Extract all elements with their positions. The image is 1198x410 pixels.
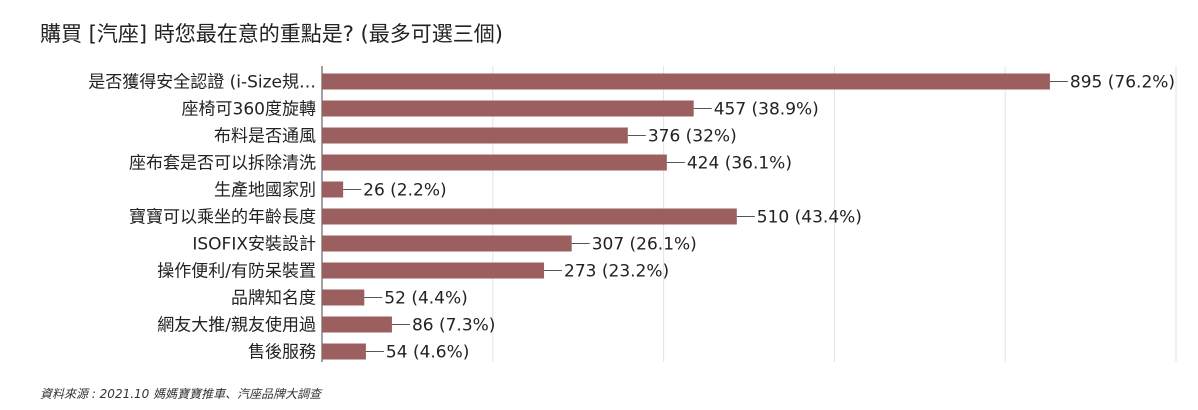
chart-title: 購買 [汽座] 時您最在意的重點是? (最多可選三個)	[40, 22, 503, 46]
category-label: 網友大推/親友使用過	[157, 315, 316, 336]
value-label: 376 (32%)	[648, 127, 737, 147]
value-label: 26 (2.2%)	[363, 181, 447, 201]
category-label: ISOFIX安裝設計	[192, 235, 316, 255]
bar	[322, 235, 572, 252]
category-label: 品牌知名度	[231, 289, 316, 309]
value-label: 307 (26.1%)	[592, 235, 697, 255]
bar	[322, 154, 667, 171]
bar-chart: 是否獲得安全認證 (i-Size規… 895 (76.2%) 座椅可360度旋轉 45…	[88, 66, 1177, 363]
bars	[322, 73, 1068, 360]
value-label: 457 (38.9%)	[714, 100, 819, 120]
category-label: 座椅可360度旋轉	[182, 100, 316, 120]
value-label: 510 (43.4%)	[757, 208, 862, 228]
bar	[322, 127, 628, 144]
labels: 是否獲得安全認證 (i-Size規… 895 (76.2%) 座椅可360度旋轉 45…	[88, 73, 1175, 363]
category-label: 生產地國家別	[214, 181, 316, 201]
bar	[322, 100, 694, 117]
bar	[322, 289, 365, 306]
bar	[322, 316, 392, 333]
category-label: 操作便利/有防呆裝置	[157, 262, 316, 282]
bar	[322, 181, 344, 198]
bar	[322, 73, 1050, 90]
value-label: 52 (4.4%)	[384, 289, 468, 309]
value-label: 895 (76.2%)	[1070, 73, 1175, 93]
category-label: 寶寶可以乘坐的年齡長度	[129, 207, 316, 228]
bar	[322, 208, 737, 225]
category-label: 是否獲得安全認證 (i-Size規…	[88, 73, 316, 93]
category-label: 座布套是否可以拆除清洗	[129, 154, 316, 174]
category-label: 布料是否通風	[214, 127, 316, 147]
source-note: 資料來源 : 2021.10 媽媽寶寶推車、汽座品牌大調查	[40, 387, 322, 401]
value-label: 424 (36.1%)	[687, 154, 792, 174]
value-label: 54 (4.6%)	[386, 343, 470, 363]
category-label: 售後服務	[248, 343, 316, 363]
value-label: 273 (23.2%)	[564, 262, 669, 282]
bar	[322, 343, 366, 360]
value-label: 86 (7.3%)	[412, 316, 496, 336]
bar	[322, 262, 545, 279]
